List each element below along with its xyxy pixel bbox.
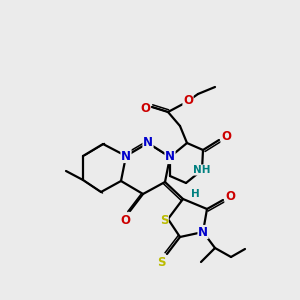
Text: N: N	[165, 151, 175, 164]
Text: S: S	[157, 256, 165, 268]
Text: N: N	[198, 226, 208, 238]
Text: O: O	[120, 214, 130, 226]
Text: O: O	[225, 190, 235, 203]
Text: N: N	[143, 136, 153, 149]
Text: N: N	[121, 149, 131, 163]
Text: H: H	[190, 189, 200, 199]
Text: O: O	[221, 130, 231, 142]
Text: S: S	[160, 214, 168, 226]
Text: O: O	[140, 101, 150, 115]
Text: NH: NH	[193, 165, 211, 175]
Text: O: O	[183, 94, 193, 107]
